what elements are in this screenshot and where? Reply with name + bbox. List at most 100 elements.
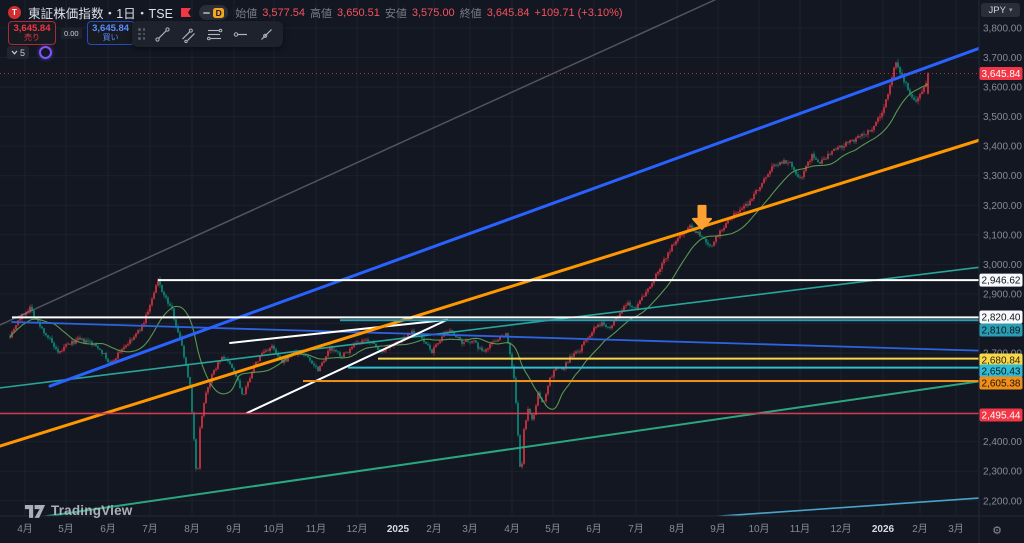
candle [337,351,339,353]
candle [655,273,657,280]
candle [773,164,775,167]
x-axis-label: 4月 [504,523,520,535]
tool-ray[interactable] [255,23,277,45]
trend-line-cyan-trend-low[interactable] [520,497,979,530]
price-badge: 2,605.38 [979,376,1023,390]
candle [203,403,205,416]
candle [329,347,331,351]
trend-line-teal-trend-upper[interactable] [0,266,979,389]
candle [829,153,831,155]
candle [413,330,415,335]
close-value: 3,645.84 [486,6,530,19]
candle [439,340,441,344]
x-axis-label: 7月 [628,523,644,535]
candle [737,212,739,214]
candle [661,263,663,269]
candle [747,203,749,206]
price-badge-text: 2,495.44 [982,411,1021,422]
trend-line-white-wedge-upper[interactable] [229,318,448,344]
flag-icon[interactable] [180,7,192,18]
candle [881,112,883,117]
candle [163,291,165,296]
drawing-toolbar[interactable] [132,21,283,47]
gear-icon[interactable]: ⚙ [992,525,1002,537]
candle [425,342,427,344]
candle [865,134,867,136]
buy-button[interactable]: 3,645.84 買い [86,21,135,45]
candle [105,353,107,359]
tool-parallel-lines[interactable] [203,23,225,45]
candle [451,330,453,333]
x-axis-label: 12月 [346,523,367,535]
trend-line-blue-trend-main[interactable] [48,46,980,388]
candle [37,319,39,322]
candle [907,83,909,90]
y-axis-label: 3,600.00 [983,83,1022,94]
candle [471,341,473,343]
candle [185,357,187,365]
candle [381,350,383,352]
candle [49,337,51,339]
candle [639,300,641,304]
candle [615,317,617,321]
price-badge-text: 2,650.43 [982,367,1021,378]
x-axis-label: 11月 [790,523,810,535]
currency-button[interactable]: JPY ▾ [981,3,1020,17]
parallel-lines-icon [206,28,222,40]
low-value: 3,575.00 [411,6,455,19]
candle [315,365,317,367]
candle [223,356,225,359]
candle [883,107,885,113]
y-axis-label: 3,400.00 [983,142,1022,153]
interval-pill[interactable]: D [199,5,229,20]
candle [905,82,907,84]
candle [787,162,789,164]
y-axis-label: 3,800.00 [983,23,1022,34]
toolbar-drag-handle[interactable] [138,28,145,40]
trend-line-orange-trend-main[interactable] [0,138,980,448]
candle [609,327,611,329]
down-arrow-annotation[interactable] [692,204,712,230]
candle [13,328,15,332]
y-axis-label: 3,300.00 [983,171,1022,182]
candle [271,345,273,349]
candle [675,241,677,245]
tool-horizontal-ray[interactable] [229,23,251,45]
candle [309,357,311,361]
candle [343,352,345,357]
trend-line-blue-resistance[interactable] [11,321,979,352]
trend-line-teal-trend-lower[interactable] [0,380,979,523]
candle [189,377,191,386]
candle [467,340,469,342]
grid [0,0,979,516]
candle [441,336,443,341]
candle [843,146,845,148]
sell-button[interactable]: 3,645.84 売り [8,21,56,45]
candle [563,368,565,370]
candle [107,358,109,363]
x-axis-label: 2月 [426,523,442,535]
candle [725,223,727,229]
trend-line-white-wedge-lower[interactable] [246,318,448,414]
open-label: 始値 [235,7,258,20]
candles [9,59,929,471]
symbol-title[interactable]: 東証株価指数・1日・TSE [28,7,174,21]
candle [657,271,659,274]
candle [469,341,471,343]
candle [457,337,459,338]
tradingview-watermark[interactable]: TradingView [24,502,132,519]
current-price-badge: 3,645.84 [979,67,1023,81]
tool-trend-line[interactable] [151,23,173,45]
candle [53,342,55,347]
candle [583,341,585,345]
bar-count-button[interactable]: 5 [7,46,30,59]
tool-parallel-channel[interactable] [177,23,199,45]
hide-indicator-icon[interactable] [203,11,211,14]
trend-line-gray-trend[interactable] [0,0,716,326]
candle [629,302,631,306]
candle [31,306,33,311]
candle [155,285,157,293]
candle [553,370,555,377]
candle [201,415,203,429]
